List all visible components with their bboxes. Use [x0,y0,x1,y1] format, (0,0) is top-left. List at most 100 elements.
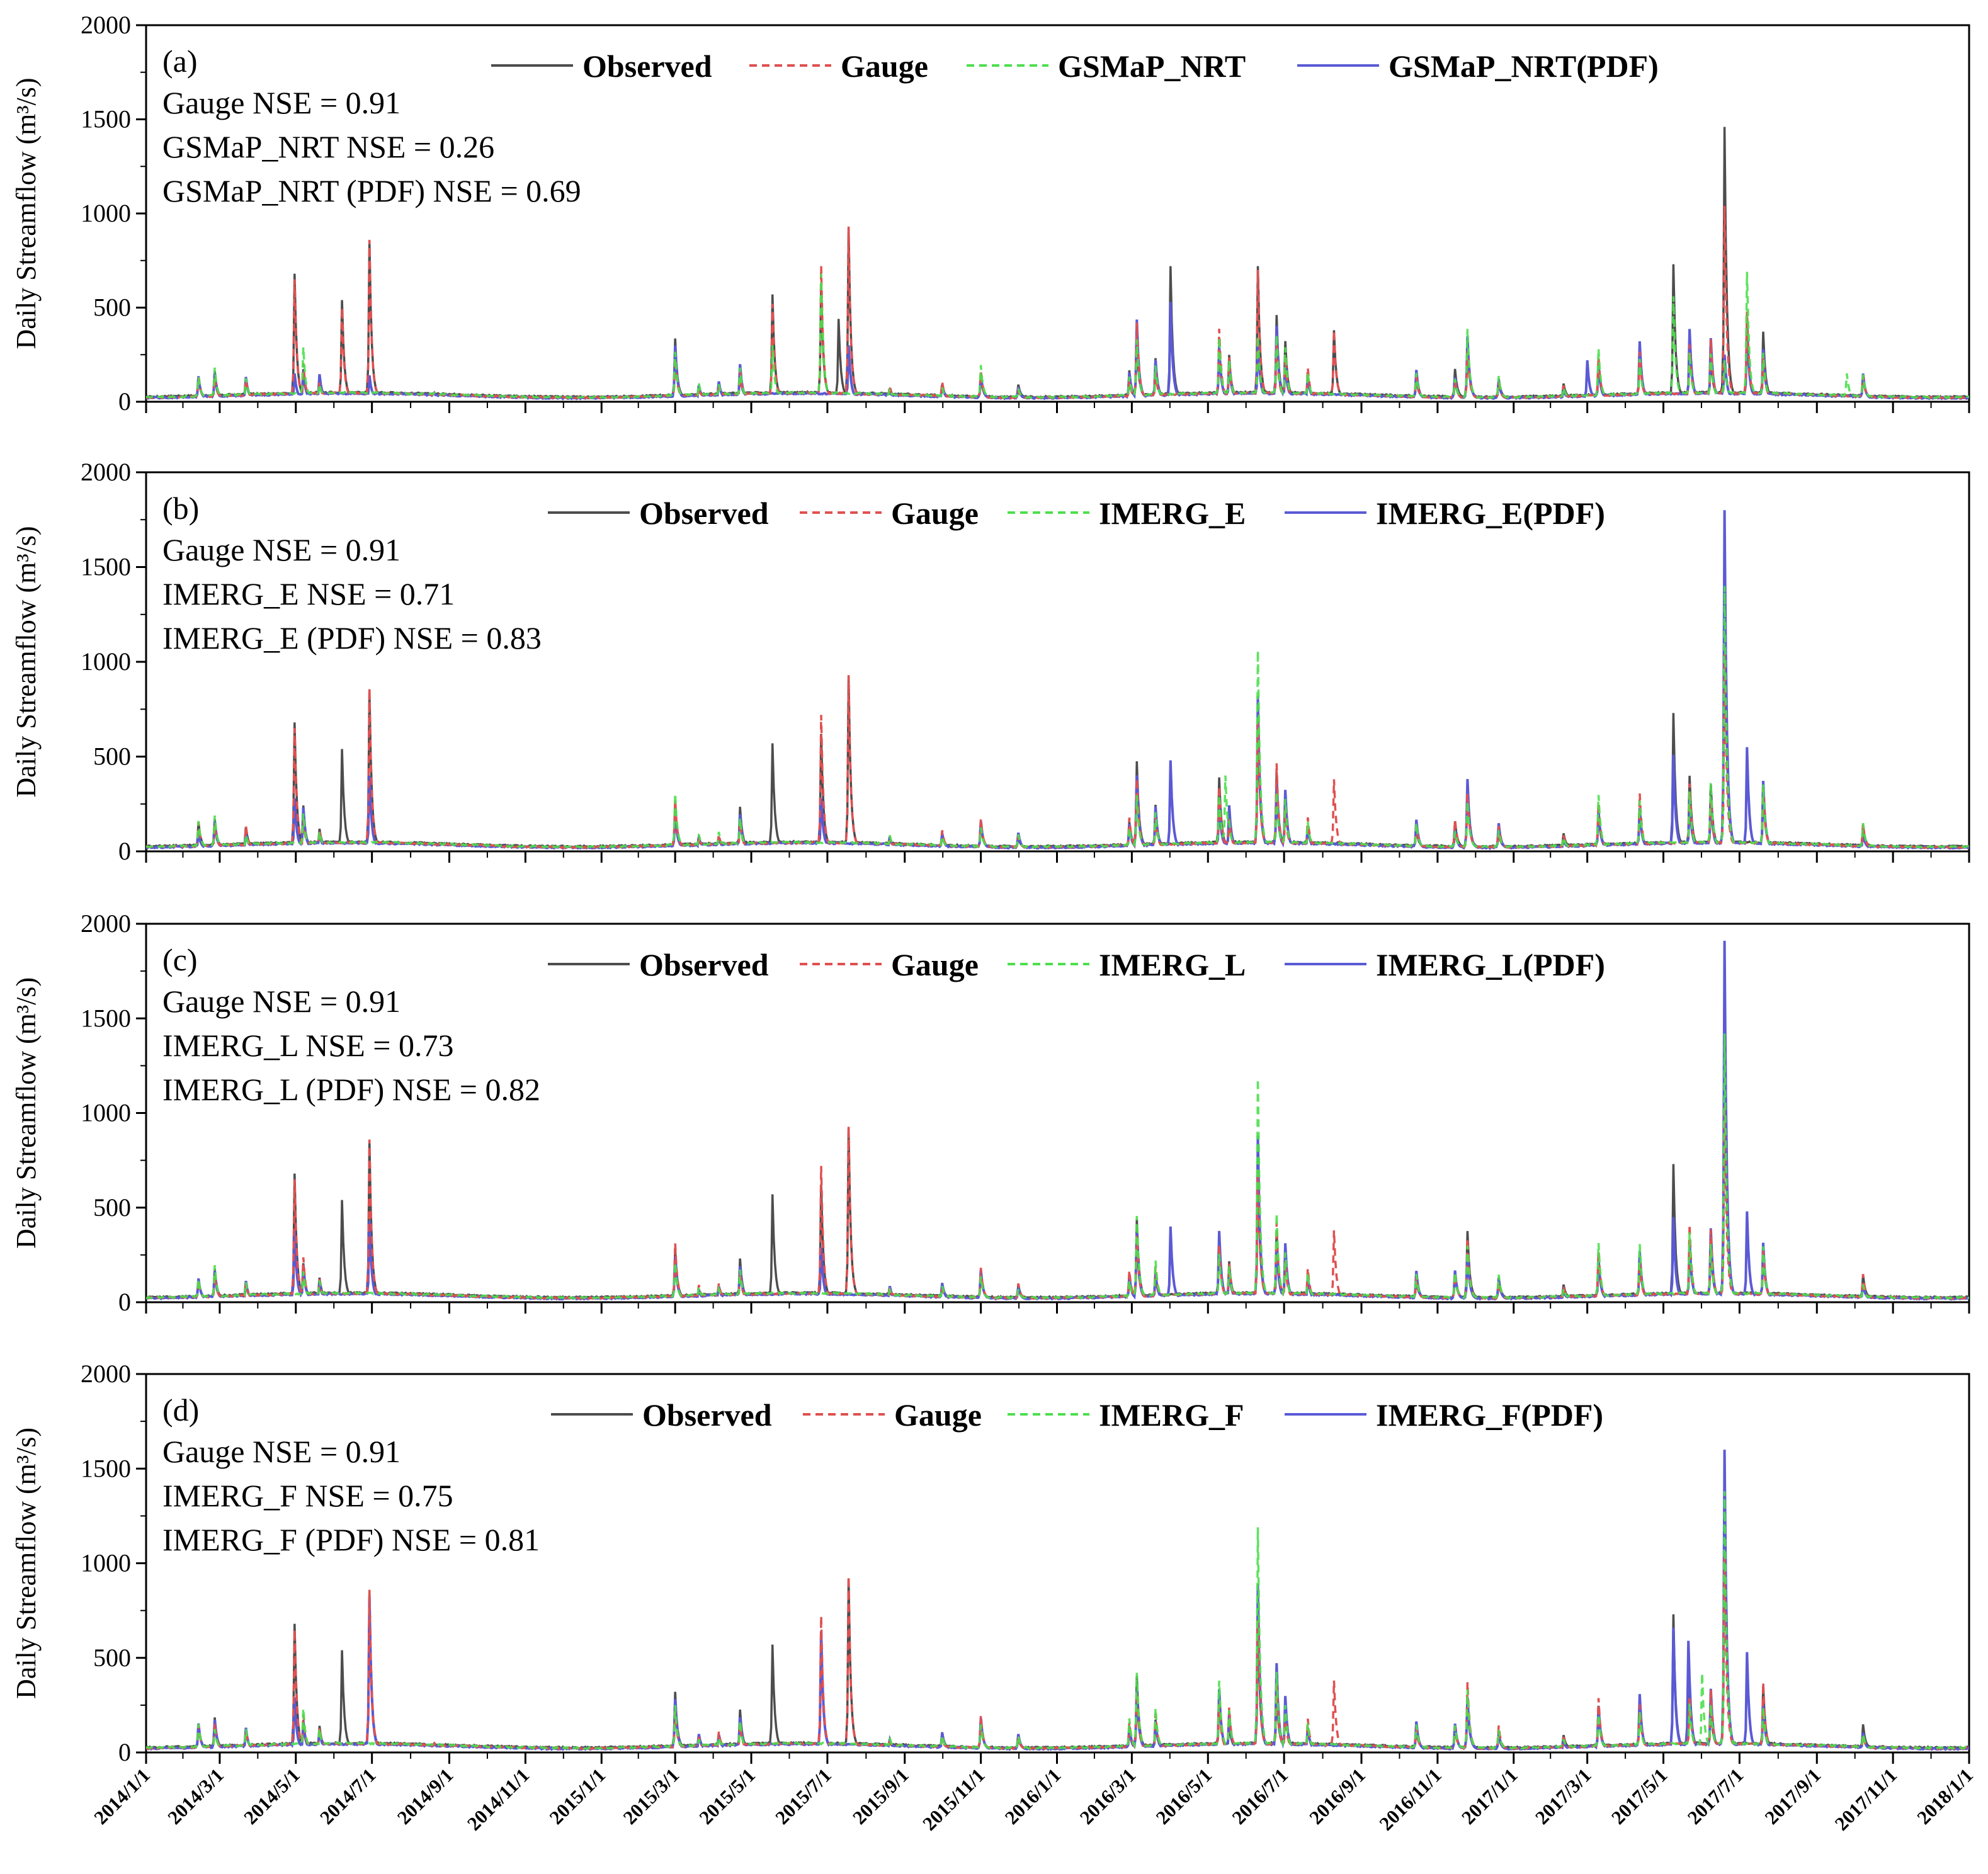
nse-annotation: IMERG_E NSE = 0.71 [162,576,455,611]
x-tick-label: 2014/9/1 [393,1764,458,1829]
series-line-imerg-e-pdf [146,510,1969,851]
panel-d: 0 500 1000 1500 2000 Daily Streamflow (m³/s) 2… [11,1360,1977,1835]
y-tick-label: 0 [118,1738,131,1766]
panel-c: 0 500 1000 1500 2000 Daily Streamflow (m³/s) (… [11,909,1970,1316]
x-tick-label: 2017/3/1 [1531,1764,1596,1829]
series-line-observed [146,1026,1969,1300]
legend-entry: Gauge [891,947,979,982]
y-tick-label: 1000 [81,647,131,676]
y-tick-label: 500 [93,293,131,322]
series-line-gsmap-nrt [146,271,1969,400]
y-tick-label: 500 [93,1644,131,1672]
x-tick-label: 2018/1/1 [1912,1764,1977,1829]
y-tick-label: 1500 [81,1004,131,1032]
series-line-imerg-l-pdf [146,940,1969,1301]
x-tick-label: 2015/3/1 [618,1764,683,1829]
nse-annotation: IMERG_L (PDF) NSE = 0.82 [162,1072,540,1107]
y-axis-label: Daily Streamflow (m³/s) [11,526,42,797]
y-tick-label: 500 [93,742,131,771]
series-line-imerg-l [146,1033,1969,1300]
legend-entry: IMERG_E(PDF) [1376,496,1605,531]
x-tick-label: 2015/9/1 [848,1764,913,1829]
panel-a: 0 500 1000 1500 2000 Daily Streamflow (m³/s) (… [11,11,1970,416]
nse-annotation: Gauge NSE = 0.91 [162,984,400,1019]
series-line-gsmap-nrt-pdf [146,302,1969,400]
x-tick-label: 2015/1/1 [545,1764,610,1829]
x-tick-label: 2014/5/1 [239,1764,304,1829]
y-tick-label: 1500 [81,553,131,581]
legend-entry: Gauge [841,48,928,84]
nse-annotation: GSMaP_NRT (PDF) NSE = 0.69 [162,173,581,208]
y-tick-label: 0 [118,1288,131,1316]
x-tick-label: 2017/9/1 [1761,1764,1826,1829]
nse-annotation: Gauge NSE = 0.91 [162,1434,400,1469]
series-line-observed [146,127,1969,399]
series-line-gauge [146,205,1969,400]
y-axis-label: Daily Streamflow (m³/s) [11,77,42,349]
nse-annotation: IMERG_L NSE = 0.73 [162,1028,453,1063]
panel-b: 0 500 1000 1500 2000 Daily Streamflow (m³/s) (… [11,458,1970,865]
x-tick-label: 2016/1/1 [1001,1764,1065,1829]
y-tick-label: 1000 [81,199,131,227]
x-tick-label: 2017/5/1 [1607,1764,1672,1829]
panel-label: (c) [162,942,198,977]
series-line-observed [146,574,1969,849]
y-axis-label: Daily Streamflow (m³/s) [11,1428,42,1699]
series-line-imerg-e [146,586,1969,849]
series-line-observed [146,1476,1969,1750]
y-axis-label: Daily Streamflow (m³/s) [11,977,42,1249]
panel-label: (a) [162,43,198,79]
y-tick-label: 1000 [81,1099,131,1127]
legend-entry: GSMaP_NRT [1058,48,1246,84]
legend-entry: Observed [642,1397,772,1433]
plot-frame [145,923,1970,1303]
x-tick-label: 2017/7/1 [1683,1764,1748,1829]
x-tick-label: 2016/5/1 [1152,1764,1217,1829]
x-tick-label: 2014/11/1 [463,1764,533,1834]
x-tick-label: 2014/7/1 [315,1764,380,1829]
plot-frame [145,471,1970,853]
y-tick-label: 500 [93,1193,131,1222]
nse-annotation: IMERG_F NSE = 0.75 [162,1478,453,1513]
x-tick-label: 2015/11/1 [918,1764,989,1834]
legend-entry: Gauge [891,496,979,531]
nse-annotation: Gauge NSE = 0.91 [162,85,400,120]
legend-entry: IMERG_E [1099,496,1246,531]
series-line-gauge [146,1105,1969,1300]
legend-entry: Observed [639,947,769,982]
legend-entry: Observed [582,48,712,84]
y-tick-label: 1500 [81,1454,131,1482]
y-tick-label: 2000 [81,11,131,39]
x-tick-label: 2015/7/1 [771,1764,836,1829]
y-tick-label: 0 [118,387,131,416]
series-line-gauge [146,654,1969,849]
panel-label: (d) [162,1392,199,1428]
x-tick-label: 2016/7/1 [1227,1764,1292,1829]
series-line-gauge [146,1555,1969,1751]
legend-entry: GSMaP_NRT(PDF) [1389,48,1659,84]
y-tick-label: 2000 [81,458,131,486]
x-tick-label: 2014/3/1 [163,1764,228,1829]
nse-annotation: IMERG_F (PDF) NSE = 0.81 [162,1522,540,1557]
legend-entry: IMERG_L [1099,947,1246,982]
y-tick-label: 1000 [81,1549,131,1577]
panel-label: (b) [162,491,199,526]
y-tick-label: 0 [118,837,131,865]
series-line-imerg-f [146,1491,1969,1751]
y-tick-label: 1500 [81,105,131,133]
y-tick-label: 2000 [81,909,131,938]
legend-entry: IMERG_F [1099,1397,1244,1433]
nse-annotation: IMERG_E (PDF) NSE = 0.83 [162,620,542,656]
legend-entry: IMERG_F(PDF) [1376,1397,1603,1433]
x-tick-label: 2015/5/1 [695,1764,759,1829]
plot-frame [145,1373,1970,1754]
nse-annotation: Gauge NSE = 0.91 [162,532,400,567]
x-tick-label: 2016/9/1 [1305,1764,1370,1829]
x-tick-label: 2017/11/1 [1831,1764,1901,1834]
x-tick-label: 2014/1/1 [89,1764,154,1829]
x-tick-label: 2016/11/1 [1375,1764,1445,1834]
x-tick-label: 2016/3/1 [1076,1764,1140,1829]
legend-entry: IMERG_L(PDF) [1376,947,1605,982]
legend-entry: Gauge [894,1397,982,1433]
